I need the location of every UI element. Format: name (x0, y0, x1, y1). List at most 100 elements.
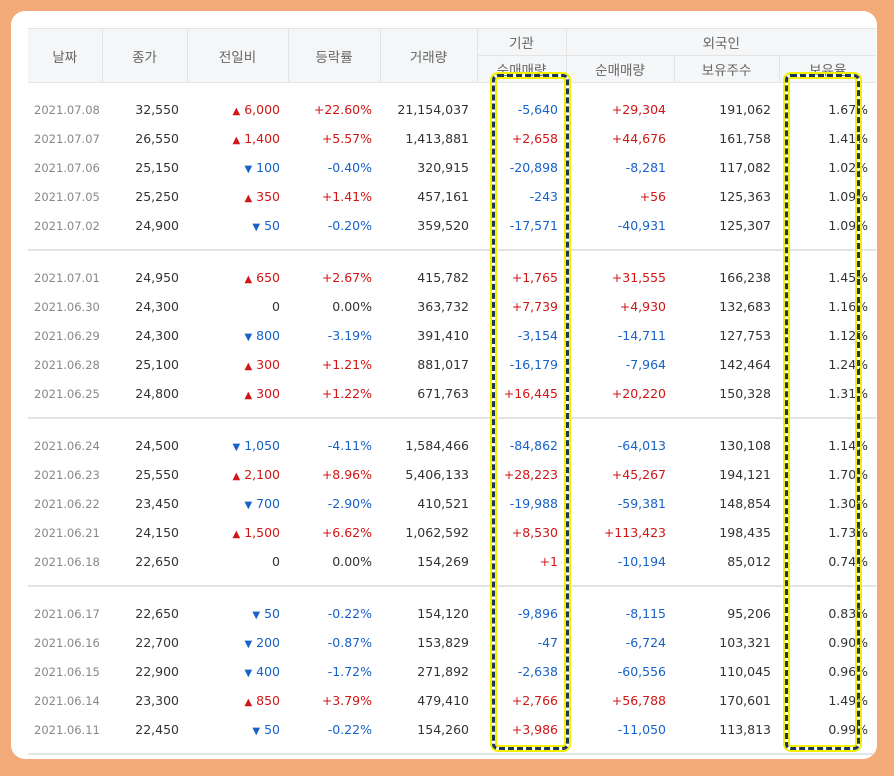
row-frgn-net: +56,788 (611, 693, 666, 708)
row-close: 24,500 (135, 438, 179, 453)
row-change-value: 1,500 (244, 525, 280, 540)
row-change-value: 650 (256, 270, 280, 285)
row-inst-net: +1,765 (511, 270, 558, 285)
row-rate: +8.96% (321, 467, 372, 482)
row-frgn-ratio: 1.02% (828, 160, 869, 175)
row-volume: 1,413,881 (405, 131, 469, 146)
row-frgn-net: -11,050 (617, 722, 666, 737)
row-frgn-shares: 198,435 (719, 525, 771, 540)
row-frgn-shares: 117,082 (719, 160, 771, 175)
row-volume: 881,017 (417, 357, 469, 372)
row-rate: -0.20% (327, 218, 372, 233)
row-date: 2021.06.17 (34, 606, 100, 621)
table-row: 2021.07.06 25,150 ▼ 100 -0.40% 320,915 -20,898… (28, 153, 876, 182)
row-volume: 271,892 (417, 664, 469, 679)
table-row: 2021.07.01 24,950 ▲ 650 +2.67% 415,782 +1,765 +… (28, 263, 876, 292)
row-volume: 391,410 (417, 328, 469, 343)
col-header-frgn-shares: 보유주수 (674, 55, 780, 83)
row-frgn-ratio: 1.16% (828, 299, 869, 314)
row-close: 22,700 (135, 635, 179, 650)
row-frgn-shares: 125,307 (719, 218, 771, 233)
row-change-value: 50 (264, 722, 280, 737)
row-inst-net: +8,530 (511, 525, 558, 540)
row-change-value: 0 (272, 554, 280, 569)
row-close: 25,250 (135, 189, 179, 204)
row-close: 24,150 (135, 525, 179, 540)
row-frgn-shares: 132,683 (719, 299, 771, 314)
row-frgn-ratio: 1.31% (828, 386, 869, 401)
row-frgn-shares: 103,321 (719, 635, 771, 650)
row-close: 22,900 (135, 664, 179, 679)
group-spacer (28, 586, 876, 599)
row-inst-net: +3,986 (511, 722, 558, 737)
row-frgn-net: -7,964 (625, 357, 666, 372)
row-inst-net: +2,766 (511, 693, 558, 708)
group-divider (28, 576, 877, 587)
row-frgn-shares: 170,601 (719, 693, 771, 708)
row-change: ▼ 400 (187, 657, 288, 686)
group-divider (28, 744, 877, 755)
row-change: ▼ 700 (187, 489, 288, 518)
row-change: ▼ 200 (187, 628, 288, 657)
row-volume: 154,120 (417, 606, 469, 621)
row-close: 23,450 (135, 496, 179, 511)
row-close: 25,150 (135, 160, 179, 175)
row-date: 2021.06.21 (34, 525, 100, 540)
down-triangle-icon: ▼ (244, 500, 253, 511)
row-volume: 154,260 (417, 722, 469, 737)
row-frgn-shares: 85,012 (727, 554, 771, 569)
row-change: ▲ 1,500 (187, 518, 288, 547)
row-close: 23,300 (135, 693, 179, 708)
table-row: 2021.06.18 22,650 0 0.00% 154,269 +1 -10,194 85… (28, 547, 876, 576)
group-divider (28, 408, 877, 419)
row-change: ▼ 50 (187, 211, 288, 240)
row-volume: 5,406,133 (405, 467, 469, 482)
table-row: 2021.07.05 25,250 ▲ 350 +1.41% 457,161 -243 +56… (28, 182, 876, 211)
col-header-inst-net: 순매매량 (477, 55, 567, 83)
row-frgn-net: -14,711 (617, 328, 666, 343)
row-frgn-net: -59,381 (617, 496, 666, 511)
row-change-value: 850 (256, 693, 280, 708)
row-change: ▲ 300 (187, 350, 288, 379)
row-close: 26,550 (135, 131, 179, 146)
row-rate: +2.67% (321, 270, 372, 285)
row-frgn-net: +113,423 (603, 525, 666, 540)
row-rate: +1.21% (321, 357, 372, 372)
row-close: 24,300 (135, 299, 179, 314)
row-date: 2021.06.24 (34, 438, 100, 453)
row-volume: 671,763 (417, 386, 469, 401)
row-frgn-ratio: 0.74% (828, 554, 869, 569)
table-row: 2021.06.25 24,800 ▲ 300 +1.22% 671,763 +16,445… (28, 379, 876, 408)
row-date: 2021.07.01 (34, 270, 100, 285)
table-row: 2021.06.24 24,500 ▼ 1,050 -4.11% 1,584,466 -84… (28, 431, 876, 460)
group-divider (28, 240, 877, 251)
row-rate: -4.11% (327, 438, 372, 453)
row-change: ▼ 100 (187, 153, 288, 182)
row-rate: +6.62% (321, 525, 372, 540)
row-change: ▲ 1,400 (187, 124, 288, 153)
row-close: 22,650 (135, 606, 179, 621)
group-spacer (28, 83, 876, 96)
row-change-value: 400 (256, 664, 280, 679)
row-date: 2021.07.06 (34, 160, 100, 175)
row-frgn-ratio: 1.09% (828, 218, 869, 233)
row-close: 24,300 (135, 328, 179, 343)
row-change: 0 (187, 292, 288, 321)
table-row: 2021.07.08 32,550 ▲ 6,000 +22.60% 21,154,037 -… (28, 95, 876, 124)
row-close: 25,100 (135, 357, 179, 372)
row-change-value: 50 (264, 218, 280, 233)
row-date: 2021.06.14 (34, 693, 100, 708)
row-date: 2021.06.18 (34, 554, 100, 569)
row-volume: 410,521 (417, 496, 469, 511)
row-frgn-net: +56 (639, 189, 666, 204)
row-inst-net: -243 (529, 189, 558, 204)
row-rate: +1.22% (321, 386, 372, 401)
row-change: ▲ 300 (187, 379, 288, 408)
stock-table-card: 날짜 종가 전일비 등락률 거래량 기관 외국인 순매매량 순매매량 보유주수 … (11, 11, 877, 759)
col-header-rate: 등락률 (288, 28, 381, 83)
row-date: 2021.06.29 (34, 328, 100, 343)
row-close: 24,950 (135, 270, 179, 285)
row-frgn-shares: 166,238 (719, 270, 771, 285)
row-frgn-ratio: 0.96% (828, 664, 869, 679)
row-frgn-shares: 113,813 (719, 722, 771, 737)
